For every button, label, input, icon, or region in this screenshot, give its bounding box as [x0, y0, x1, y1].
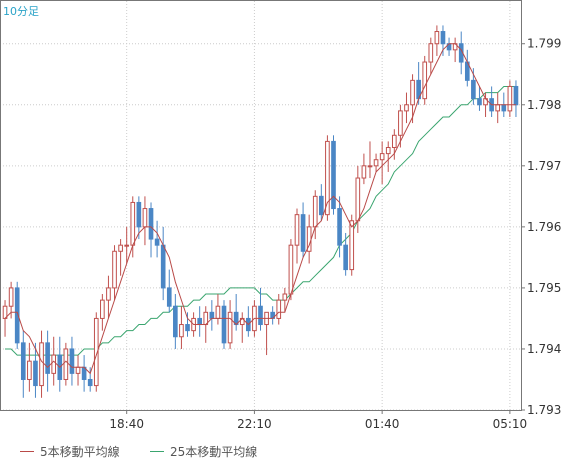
- ma5-line-layer: [4, 43, 516, 375]
- y-tick-label: 1.793: [527, 403, 561, 417]
- candle-down: [185, 324, 190, 332]
- candle-up: [355, 177, 361, 222]
- candle-up: [428, 43, 434, 63]
- candle-up: [349, 220, 355, 271]
- y-tick-label: 1.798: [527, 98, 561, 112]
- y-tick-label: 1.794: [527, 342, 561, 356]
- candle-up: [495, 104, 501, 112]
- candle-down: [501, 104, 507, 112]
- candle-up: [385, 147, 391, 155]
- candle-up: [288, 244, 294, 295]
- candle-down: [33, 360, 38, 387]
- candle-up: [276, 299, 282, 319]
- candle-down: [45, 342, 50, 374]
- candle-up: [215, 305, 221, 319]
- candle-up: [227, 311, 233, 344]
- candle-up: [124, 244, 130, 247]
- candle-down: [197, 317, 203, 326]
- candle-down: [440, 31, 446, 45]
- candle-up: [404, 104, 409, 112]
- candle-down: [300, 214, 306, 252]
- candle-up: [75, 366, 81, 374]
- candle-up: [63, 348, 69, 380]
- candle-up: [434, 31, 440, 45]
- ma5-line: [4, 43, 516, 375]
- candle-down: [337, 208, 342, 246]
- candle-down: [148, 208, 154, 240]
- candle-up: [410, 79, 415, 106]
- candle-down: [477, 98, 482, 106]
- candle-up: [379, 153, 385, 161]
- y-axis: 1.799 1.798 1.797 1.796 1.795 1.794 1.793: [521, 37, 561, 417]
- x-tick-label: 22:10: [237, 417, 272, 431]
- candle-up: [179, 324, 184, 338]
- candle-up: [373, 159, 379, 167]
- candle-down: [173, 305, 178, 338]
- candle-up: [51, 354, 57, 374]
- y-tick-label: 1.797: [527, 159, 561, 173]
- candle-down: [343, 244, 348, 271]
- candle-up: [8, 287, 14, 307]
- candle-up: [391, 134, 397, 149]
- legend: 5本移動平均線 25本移動平均線: [0, 440, 574, 462]
- candle-up: [27, 360, 32, 380]
- candle-up: [106, 287, 111, 301]
- candle-up: [130, 201, 136, 246]
- legend-label-ma25: 25本移動平均線: [170, 445, 258, 459]
- candle-down: [20, 342, 26, 380]
- candle-down: [154, 238, 160, 246]
- candle-up: [142, 208, 148, 228]
- candle-down: [136, 201, 142, 228]
- candle-up: [294, 214, 300, 246]
- timeframe-label: 10分足: [3, 5, 39, 18]
- candle-up: [361, 165, 367, 179]
- candle-down: [221, 305, 227, 344]
- candle-down: [209, 311, 215, 319]
- candle-down: [258, 305, 263, 326]
- y-tick-label: 1.796: [527, 220, 561, 234]
- y-tick-label: 1.799: [527, 37, 561, 51]
- candle-up: [422, 61, 428, 100]
- legend-item-ma25: 25本移動平均線: [150, 443, 257, 460]
- grid-lines: [0, 1, 521, 411]
- candle-down: [318, 195, 324, 216]
- candle-up: [312, 195, 318, 228]
- candle-down: [69, 348, 75, 374]
- candle-down: [160, 244, 166, 289]
- candle-down: [331, 140, 336, 210]
- x-tick-label: 18:40: [109, 417, 144, 431]
- candle-down: [513, 85, 519, 106]
- x-tick-label: 05:10: [493, 417, 528, 431]
- legend-swatch-ma5: [20, 451, 34, 452]
- candle-up: [39, 342, 44, 387]
- x-axis: 18:40 22:10 01:40 05:10: [109, 410, 527, 431]
- candle-up: [507, 85, 513, 112]
- candle-down: [471, 79, 476, 100]
- legend-label-ma5: 5本移動平均線: [40, 445, 120, 459]
- candle-up: [118, 244, 123, 252]
- x-tick-label: 01:40: [365, 417, 400, 431]
- candles-layer: [2, 25, 519, 398]
- candle-down: [166, 287, 172, 307]
- candle-down: [14, 287, 20, 344]
- y-tick-label: 1.795: [527, 281, 561, 295]
- legend-swatch-ma25: [150, 451, 164, 452]
- candle-up: [282, 293, 288, 301]
- candle-up: [100, 299, 105, 319]
- legend-item-ma5: 5本移動平均線: [20, 443, 120, 460]
- candle-up: [367, 165, 373, 168]
- candle-up: [93, 317, 99, 387]
- candle-up: [325, 140, 330, 216]
- candle-down: [87, 378, 93, 387]
- candle-up: [112, 250, 117, 289]
- candle-up: [398, 110, 403, 136]
- plot-frame: [0, 0, 522, 411]
